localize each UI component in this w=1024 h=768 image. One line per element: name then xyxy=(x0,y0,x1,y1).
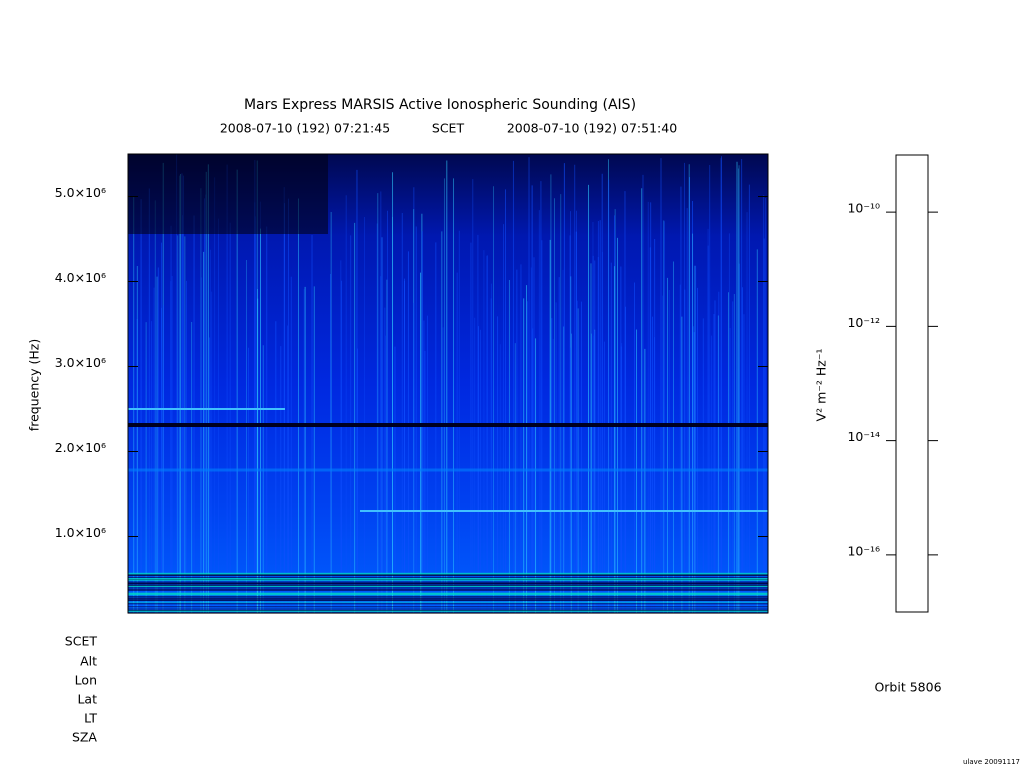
texture xyxy=(128,154,328,234)
colorbar-label: V² m⁻² Hz⁻¹ xyxy=(814,349,829,422)
colorbar-tick-label: 10⁻¹² xyxy=(847,315,880,330)
y-tick-label: 1.0×10⁶ xyxy=(55,525,106,540)
time-end: 2008-07-10 (192) 07:51:40 xyxy=(507,121,677,136)
spectrogram-image xyxy=(127,154,768,614)
orbit-label: Orbit 5806 xyxy=(874,680,941,695)
ephemeris-row-label: Lon xyxy=(75,673,97,688)
ephemeris-row-label: LT xyxy=(84,711,97,726)
colorbar-tick-label: 10⁻¹⁶ xyxy=(847,543,880,558)
plot-frame xyxy=(127,153,769,614)
y-tick-label: 4.0×10⁶ xyxy=(55,270,106,285)
y-tick-label: 3.0×10⁶ xyxy=(55,355,106,370)
footer: ulave 20091117 xyxy=(963,758,1020,766)
y-axis-label: frequency (Hz) xyxy=(27,339,42,431)
time-start: 2008-07-10 (192) 07:21:45 xyxy=(220,121,390,136)
y-tick-label: 5.0×10⁶ xyxy=(55,185,106,200)
ephemeris-row-label: SZA xyxy=(72,730,97,745)
chart-title: Mars Express MARSIS Active Ionospheric S… xyxy=(244,97,636,113)
colorbar xyxy=(895,154,929,613)
colorbar-tick-label: 10⁻¹⁴ xyxy=(847,429,880,444)
time-label: SCET xyxy=(432,121,465,136)
ephemeris-row-label: Alt xyxy=(80,654,97,669)
colorbar-tick-label: 10⁻¹⁰ xyxy=(847,201,880,216)
ephemeris-row-label: Lat xyxy=(77,692,97,707)
y-tick-label: 2.0×10⁶ xyxy=(55,440,106,455)
ephemeris-row-label: SCET xyxy=(65,634,98,649)
